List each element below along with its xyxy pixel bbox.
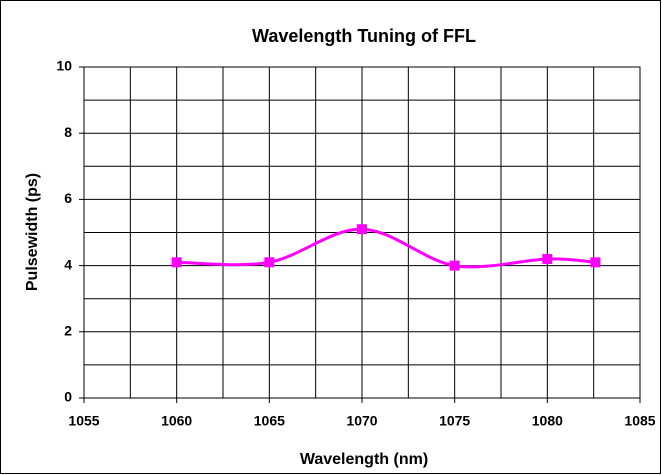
x-tick-label: 1075 — [439, 413, 470, 429]
y-tick-label: 8 — [64, 124, 72, 140]
data-point — [171, 257, 182, 268]
x-tick-label: 1055 — [68, 413, 99, 429]
data-point — [542, 253, 553, 264]
x-tick-label: 1060 — [161, 413, 192, 429]
y-tick-label: 0 — [64, 389, 72, 405]
data-point — [590, 257, 601, 268]
x-axis-title: Wavelength (nm) — [300, 451, 428, 468]
y-tick-label: 4 — [64, 256, 72, 272]
x-tick-label: 1085 — [624, 413, 655, 429]
x-tick-label: 1070 — [346, 413, 377, 429]
y-tick-label: 6 — [64, 190, 72, 206]
y-tick-label: 10 — [56, 58, 72, 74]
y-tick-label: 2 — [64, 323, 72, 339]
y-axis-title: Pulsewidth (ps) — [24, 173, 41, 291]
chart-title: Wavelength Tuning of FFL — [252, 26, 476, 46]
data-point — [264, 257, 275, 268]
x-tick-label: 1080 — [532, 413, 563, 429]
x-tick-label: 1065 — [254, 413, 285, 429]
data-point — [449, 260, 460, 271]
data-point — [357, 224, 367, 235]
